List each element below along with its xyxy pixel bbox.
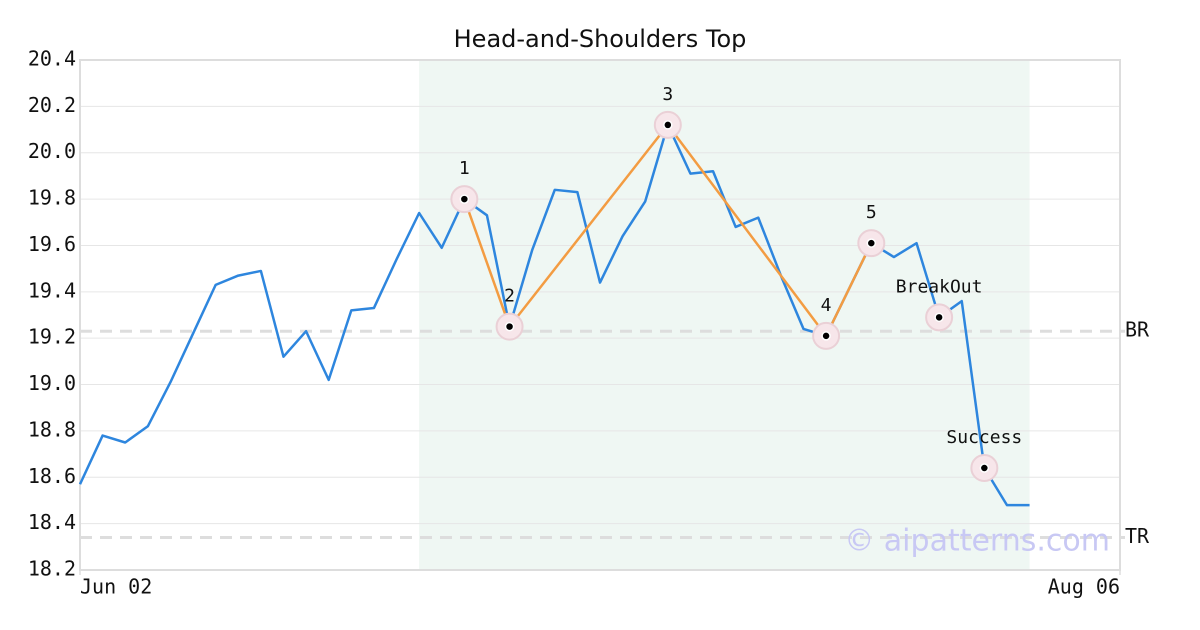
y-tick-label: 19.2 xyxy=(28,325,76,349)
y-tick-label: 18.4 xyxy=(28,510,76,534)
watermark: © aipatterns.com xyxy=(844,524,1110,559)
point-label: 5 xyxy=(866,202,877,223)
point-dot xyxy=(866,238,877,248)
point-dot xyxy=(821,331,831,341)
point-dot xyxy=(979,463,990,473)
y-tick-label: 19.4 xyxy=(28,278,76,302)
chart-title: Head-and-Shoulders Top xyxy=(454,25,747,53)
x-tick-label: Jun 02 xyxy=(80,575,152,599)
plot-frame xyxy=(79,59,1121,571)
x-tick-label: Aug 06 xyxy=(1048,575,1120,599)
point-label: BreakOut xyxy=(896,276,983,297)
point-label: Success xyxy=(946,427,1022,448)
y-tick-label: 20.4 xyxy=(28,47,76,71)
y-tick-label: 18.6 xyxy=(28,464,76,488)
point-label: 3 xyxy=(662,84,673,105)
y-tick-label: 20.0 xyxy=(28,139,76,163)
point-dot xyxy=(663,120,673,130)
y-tick-label: 18.8 xyxy=(28,417,76,441)
y-tick-label: 20.2 xyxy=(28,93,76,117)
point-dot xyxy=(504,321,515,332)
y-tick-label: 19.8 xyxy=(28,186,76,210)
point-dot xyxy=(934,312,944,323)
point-label: 2 xyxy=(504,286,515,307)
reference-label: BR xyxy=(1125,318,1150,342)
y-tick-label: 19.0 xyxy=(28,371,76,395)
y-tick-label: 19.6 xyxy=(28,232,76,256)
point-label: 4 xyxy=(821,295,832,316)
point-label: 1 xyxy=(459,158,470,179)
reference-label: TR xyxy=(1125,524,1150,548)
y-tick-label: 18.2 xyxy=(28,557,76,581)
point-dot xyxy=(459,194,470,204)
